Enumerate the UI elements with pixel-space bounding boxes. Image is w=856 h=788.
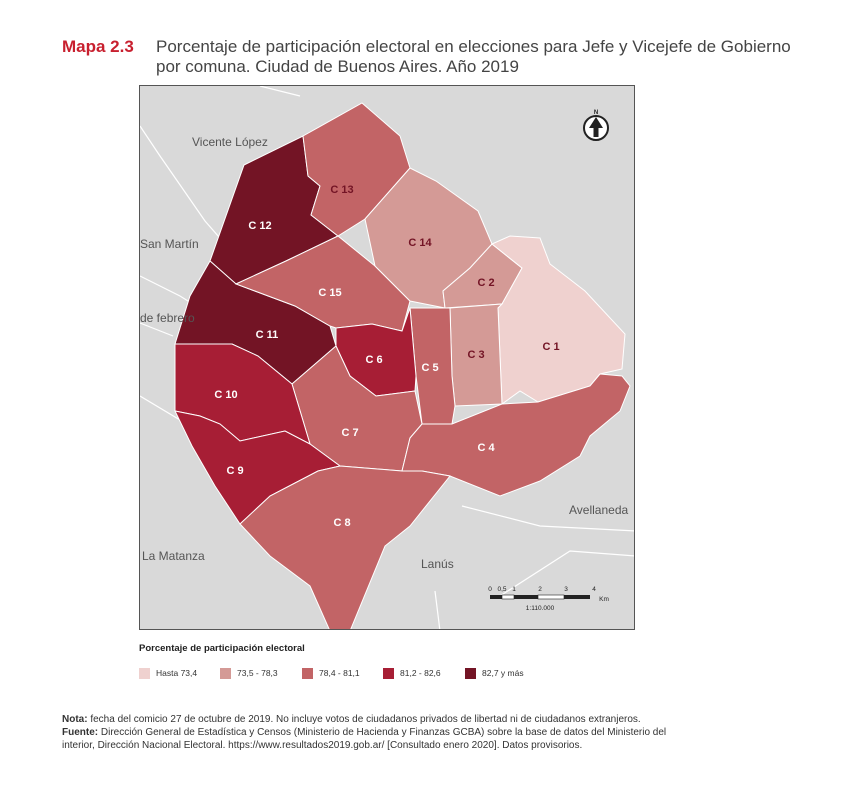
- legend-swatch-4: [383, 667, 394, 679]
- legend-label-4: 81,2 - 82,6: [400, 668, 441, 678]
- legend-item-2: 73,5 - 78,3: [220, 666, 278, 680]
- scale-unit: Km: [599, 596, 609, 603]
- north-arrow-icon: N: [583, 110, 609, 141]
- legend-item-3: 78,4 - 81,1: [302, 666, 360, 680]
- note-line: Nota: fecha del comicio 27 de octubre de…: [62, 713, 802, 726]
- comuna-c13[interactable]: [302, 102, 411, 237]
- neighbor-label-san-martin: San Martín: [140, 237, 199, 251]
- fuente-label: Fuente:: [62, 727, 99, 738]
- comuna-c5[interactable]: [409, 307, 456, 425]
- label-c11: C 11: [256, 329, 279, 341]
- legend-label-5: 82,7 y más: [482, 668, 524, 678]
- legend-swatch-3: [302, 667, 313, 679]
- neighbor-labels: Vicente López San Martín de febrero La M…: [140, 135, 628, 571]
- legend-swatch-1: [139, 667, 150, 679]
- legend-item-4: 81,2 - 82,6: [383, 666, 441, 680]
- neighbor-label-lanus: Lanús: [421, 557, 454, 571]
- source-line: Fuente: Dirección General de Estadística…: [62, 726, 802, 739]
- map-svg: C 12 C 11 C 13 C 15 C 14 C 2 C 1 C 3 C 5…: [140, 86, 634, 630]
- scale-ratio: 1:110.000: [526, 605, 555, 612]
- label-c4: C 4: [477, 442, 495, 454]
- figure-title-line-2: por comuna. Ciudad de Buenos Aires. Año …: [156, 57, 519, 76]
- scale-tick-1: 1: [512, 586, 516, 593]
- legend-title: Porcentaje de participación electoral: [139, 643, 305, 654]
- legend: Hasta 73,4 73,5 - 78,3 78,4 - 81,1 81,2 …: [139, 666, 639, 680]
- label-c7: C 7: [341, 427, 358, 439]
- scale-tick-2: 2: [538, 586, 542, 593]
- source-line-2: interior, Dirección Nacional Electoral. …: [62, 740, 583, 751]
- neighbor-label-vicente-lopez: Vicente López: [192, 135, 268, 149]
- figure-title: Porcentaje de participación electoral en…: [156, 37, 836, 77]
- label-c9: C 9: [226, 465, 243, 477]
- nota-text: fecha del comicio 27 de octubre de 2019.…: [87, 714, 641, 725]
- figure-title-line-1: Porcentaje de participación electoral en…: [156, 37, 791, 56]
- label-c1: C 1: [542, 341, 559, 353]
- scale-tick-0-5: 0,5: [497, 586, 506, 593]
- label-c3: C 3: [467, 349, 484, 361]
- label-c2: C 2: [477, 277, 494, 289]
- scale-bar: 0 0,5 1 2 3 4 Km 1:110.000: [488, 586, 609, 612]
- scale-tick-0: 0: [488, 586, 492, 593]
- scale-tick-3: 3: [564, 586, 568, 593]
- label-c12: C 12: [248, 220, 271, 232]
- label-c15: C 15: [318, 287, 341, 299]
- label-c6: C 6: [365, 354, 382, 366]
- legend-swatch-5: [465, 667, 476, 679]
- label-c13: C 13: [330, 184, 353, 196]
- map-frame: C 12 C 11 C 13 C 15 C 14 C 2 C 1 C 3 C 5…: [139, 85, 635, 630]
- legend-label-2: 73,5 - 78,3: [237, 668, 278, 678]
- comunas-layer: [174, 102, 631, 630]
- north-label: N: [594, 110, 598, 116]
- label-c5: C 5: [421, 362, 438, 374]
- neighbor-label-tres-de-febrero: de febrero: [140, 311, 195, 325]
- legend-label-1: Hasta 73,4: [156, 668, 198, 678]
- fuente-text: Dirección General de Estadística y Censo…: [98, 727, 667, 738]
- legend-label-3: 78,4 - 81,1: [319, 668, 360, 678]
- legend-item-5: 82,7 y más: [465, 666, 524, 680]
- comuna-labels: C 12 C 11 C 13 C 15 C 14 C 2 C 1 C 3 C 5…: [214, 184, 559, 529]
- neighbor-label-avellaneda: Avellaneda: [569, 503, 628, 517]
- nota-label: Nota:: [62, 714, 88, 725]
- legend-swatch-2: [220, 667, 231, 679]
- comuna-c8[interactable]: [239, 465, 451, 630]
- scale-tick-4: 4: [592, 586, 596, 593]
- figure-label: Mapa 2.3: [62, 37, 134, 56]
- notes: Nota: fecha del comicio 27 de octubre de…: [62, 713, 802, 752]
- label-c14: C 14: [408, 237, 432, 249]
- label-c8: C 8: [333, 517, 350, 529]
- label-c10: C 10: [214, 389, 237, 401]
- neighbor-label-la-matanza: La Matanza: [142, 549, 205, 563]
- legend-item-1: Hasta 73,4: [139, 666, 197, 680]
